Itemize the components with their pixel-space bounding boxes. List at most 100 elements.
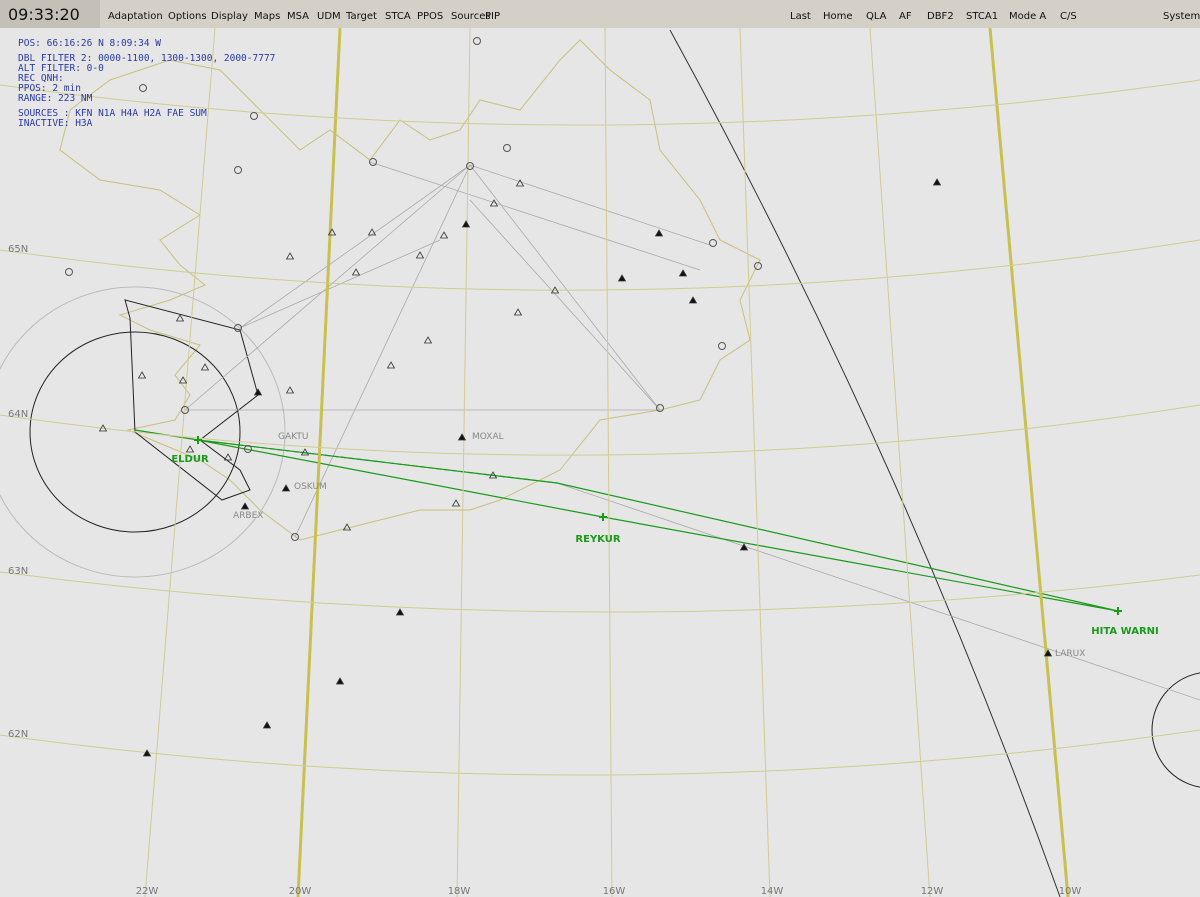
route-point-label: REYKUR bbox=[575, 534, 620, 545]
route-point-label: ELDUR bbox=[171, 454, 209, 465]
info-line: REC QNH: bbox=[18, 73, 64, 84]
meridian bbox=[739, 27, 771, 897]
fix-marker bbox=[439, 231, 449, 239]
fix-marker bbox=[395, 608, 405, 616]
info-line: PPOS: 2 min bbox=[18, 83, 81, 94]
fix-marker bbox=[351, 268, 361, 276]
fix-marker bbox=[253, 388, 263, 396]
fix-label: LARUX bbox=[1055, 649, 1085, 659]
fix-label: GAKTU bbox=[278, 432, 308, 442]
info-line: INACTIVE: H3A bbox=[18, 118, 93, 129]
menu-item[interactable]: AF bbox=[899, 11, 912, 22]
sector-boundary bbox=[124, 299, 259, 501]
lat-label: 65N bbox=[8, 244, 28, 255]
fix-marker bbox=[386, 361, 396, 369]
menu-item[interactable]: PPOS bbox=[417, 11, 443, 22]
menu-bar bbox=[0, 0, 1200, 28]
lon-label: 18W bbox=[448, 886, 471, 897]
airways bbox=[184, 161, 1200, 701]
lon-label: 14W bbox=[761, 886, 784, 897]
fix-marker bbox=[515, 179, 525, 187]
navaid bbox=[65, 268, 73, 276]
meridian bbox=[456, 27, 471, 897]
menu-item[interactable]: Sources bbox=[451, 11, 491, 22]
menu-item[interactable]: Target bbox=[345, 11, 377, 22]
fix-marker bbox=[200, 363, 210, 371]
fix-marker bbox=[739, 543, 749, 551]
navaid bbox=[291, 533, 299, 541]
coastline bbox=[59, 39, 761, 541]
lon-label: 12W bbox=[921, 886, 944, 897]
fix-label: ARBEX bbox=[233, 511, 263, 521]
fix-marker bbox=[654, 229, 664, 237]
navaid bbox=[234, 324, 242, 332]
meridian bbox=[988, 27, 1070, 897]
fix-marker bbox=[451, 499, 461, 507]
meridian bbox=[144, 27, 216, 897]
navaid bbox=[466, 162, 474, 170]
fix-marker bbox=[1043, 649, 1053, 657]
navaid bbox=[250, 112, 258, 120]
parallel bbox=[0, 79, 1200, 126]
parallel bbox=[0, 404, 1200, 456]
fix-marker bbox=[415, 251, 425, 259]
lat-label: 62N bbox=[8, 729, 28, 740]
menu-item[interactable]: Adaptation bbox=[108, 11, 163, 22]
navaid bbox=[718, 342, 726, 350]
menu-item[interactable]: PIP bbox=[485, 11, 500, 22]
fix-marker bbox=[137, 371, 147, 379]
meridian bbox=[869, 27, 931, 897]
fix-marker bbox=[367, 228, 377, 236]
menu-item[interactable]: QLA bbox=[866, 11, 887, 22]
menu-item[interactable]: MSA bbox=[287, 11, 309, 22]
fix-marker bbox=[342, 523, 352, 531]
clock: 09:33:20 bbox=[8, 5, 80, 24]
fix-marker bbox=[932, 178, 942, 186]
navaid bbox=[656, 404, 664, 412]
menu-item[interactable]: DBF2 bbox=[927, 11, 954, 22]
menu-item[interactable]: Home bbox=[823, 11, 853, 22]
info-line: ALT FILTER: 0-0 bbox=[18, 63, 104, 74]
route-point-marker bbox=[599, 513, 607, 521]
menu-item[interactable]: Last bbox=[790, 11, 811, 22]
meridian bbox=[296, 27, 342, 897]
lon-label: 10W bbox=[1059, 886, 1082, 897]
menu-item[interactable]: STCA1 bbox=[966, 11, 998, 22]
navaid bbox=[754, 262, 762, 270]
fix-marker bbox=[678, 269, 688, 277]
map-layer bbox=[0, 27, 1200, 897]
menu-item[interactable]: Mode A bbox=[1009, 11, 1046, 22]
parallel bbox=[0, 571, 1200, 613]
fix-marker bbox=[223, 453, 233, 461]
navaid bbox=[369, 158, 377, 166]
lat-label: 64N bbox=[8, 409, 28, 420]
fix-marker bbox=[240, 502, 250, 510]
fix-marker bbox=[617, 274, 627, 282]
lat-label: 63N bbox=[8, 566, 28, 577]
menu-item[interactable]: C/S bbox=[1060, 11, 1077, 22]
fix-label: MOXAL bbox=[472, 432, 504, 442]
menu-item[interactable]: Options bbox=[168, 11, 207, 22]
menu-item[interactable]: Maps bbox=[254, 11, 280, 22]
fir-boundary bbox=[669, 29, 1061, 897]
fix-marker bbox=[489, 199, 499, 207]
fix-marker bbox=[513, 308, 523, 316]
parallel bbox=[0, 729, 1200, 776]
fix-marker bbox=[335, 677, 345, 685]
fix-marker bbox=[688, 296, 698, 304]
menu-item[interactable]: Display bbox=[211, 11, 248, 22]
navaid bbox=[503, 144, 511, 152]
fix-marker bbox=[281, 484, 291, 492]
fix-marker bbox=[262, 721, 272, 729]
info-line: SOURCES : KFN N1A H4A H2A FAE SUM bbox=[18, 108, 207, 119]
lon-label: 16W bbox=[603, 886, 626, 897]
route-point-marker bbox=[1114, 607, 1122, 615]
navaid bbox=[709, 239, 717, 247]
navaid bbox=[473, 37, 481, 45]
range-ring-outer bbox=[0, 286, 286, 578]
menu-item[interactable]: STCA bbox=[385, 11, 411, 22]
menu-item[interactable]: System bbox=[1163, 11, 1200, 22]
menu-item[interactable]: UDM bbox=[317, 11, 341, 22]
